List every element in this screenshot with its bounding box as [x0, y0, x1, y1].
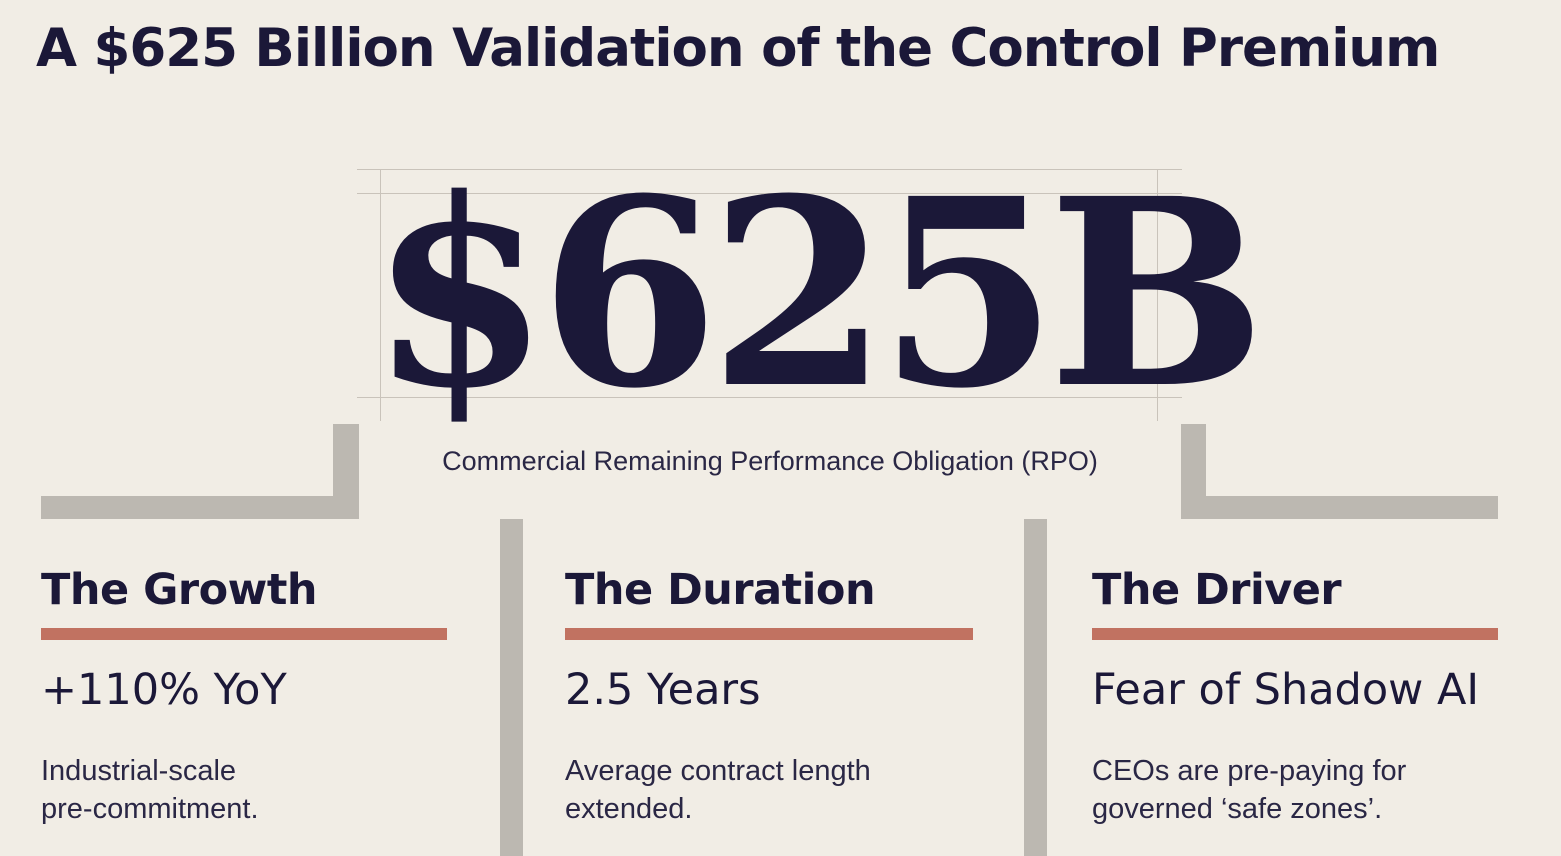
column-divider-2 [1024, 519, 1047, 856]
accent-rule [565, 628, 973, 640]
description-line: extended. [565, 793, 693, 825]
column-value: +110% YoY [41, 665, 287, 715]
description-line: pre-commitment. [41, 793, 259, 825]
column-description: CEOs are pre-paying for governed ‘safe z… [1092, 752, 1512, 828]
description-line: governed ‘safe zones’. [1092, 793, 1383, 825]
column-growth: The Growth +110% YoY Industrial-scale pr… [41, 562, 447, 828]
description-line: Industrial-scale [41, 755, 237, 787]
guide-line-cap [357, 193, 1182, 194]
guide-line-left [380, 169, 381, 421]
column-heading: The Duration [565, 565, 876, 615]
description-line: Average contract length [565, 755, 871, 787]
guide-line-right [1157, 169, 1158, 421]
connector-right-horizontal [1181, 496, 1498, 519]
accent-rule [41, 628, 447, 640]
hero-caption: Commercial Remaining Performance Obligat… [442, 446, 1098, 476]
hero-figure: $625B [370, 142, 1266, 445]
column-value: Fear of Shadow AI [1092, 665, 1480, 715]
column-driver: The Driver Fear of Shadow AI CEOs are pr… [1092, 562, 1512, 828]
column-duration: The Duration 2.5 Years Average contract … [565, 562, 973, 828]
column-value: 2.5 Years [565, 665, 761, 715]
column-description: Industrial-scale pre-commitment. [41, 752, 447, 828]
connector-left-vertical [333, 424, 359, 519]
guide-line-top [357, 169, 1182, 170]
column-heading: The Growth [41, 565, 318, 615]
guide-line-baseline [357, 397, 1182, 398]
column-divider-1 [500, 519, 523, 856]
connector-left-horizontal [41, 496, 359, 519]
accent-rule [1092, 628, 1498, 640]
page-title: A $625 Billion Validation of the Control… [36, 18, 1440, 79]
description-line: CEOs are pre-paying for [1092, 755, 1407, 787]
column-description: Average contract length extended. [565, 752, 973, 828]
column-heading: The Driver [1092, 565, 1342, 615]
